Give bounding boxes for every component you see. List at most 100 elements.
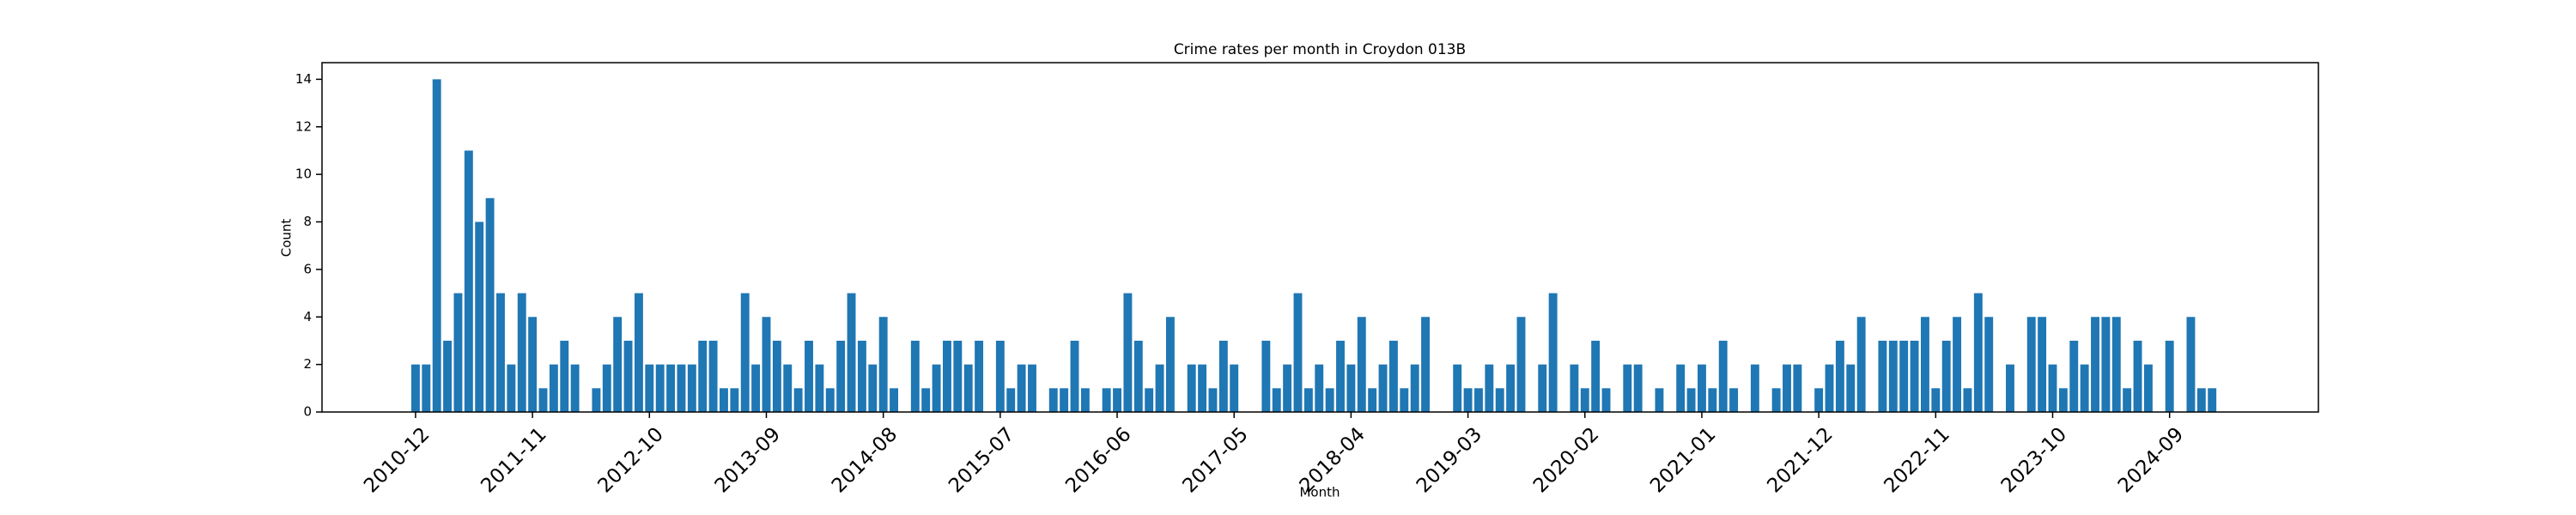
- bar: [1697, 364, 1706, 412]
- bar: [1080, 388, 1090, 412]
- bar: [528, 317, 538, 412]
- bar: [1495, 388, 1504, 412]
- bar: [1686, 388, 1696, 412]
- bar: [560, 340, 569, 412]
- bar: [1591, 340, 1601, 412]
- x-axis-label: Month: [1299, 485, 1340, 500]
- bar: [1718, 340, 1728, 412]
- bar: [740, 293, 750, 412]
- bar: [995, 340, 1005, 412]
- bar: [2101, 317, 2111, 412]
- bar: [1368, 388, 1377, 412]
- bar: [1261, 340, 1271, 412]
- bar: [1028, 364, 1036, 412]
- x-tick-label: 2014-08: [828, 423, 902, 497]
- x-tick-label: 2011-11: [477, 423, 550, 497]
- bar: [1060, 388, 1069, 412]
- bar: [1283, 364, 1292, 412]
- bar: [783, 364, 793, 412]
- bar: [868, 364, 878, 412]
- bar: [1388, 340, 1398, 412]
- bar: [975, 340, 984, 412]
- bar: [1102, 388, 1111, 412]
- bar: [507, 364, 516, 412]
- bar: [2048, 364, 2057, 412]
- bar: [549, 364, 558, 412]
- bar: [1315, 364, 1324, 412]
- bar: [2006, 364, 2014, 412]
- bar: [1293, 293, 1303, 412]
- bar: [1771, 388, 1781, 412]
- bar: [1346, 364, 1356, 412]
- bar: [720, 388, 728, 412]
- bar: [453, 293, 463, 412]
- bar: [645, 364, 654, 412]
- bar: [1070, 340, 1079, 412]
- y-tick-label: 2: [303, 356, 312, 372]
- bar: [2186, 317, 2196, 412]
- bar: [1208, 388, 1218, 412]
- bar: [1984, 317, 1994, 412]
- x-tick-label: 2015-07: [945, 423, 1018, 497]
- bar: [592, 388, 601, 412]
- bar: [1506, 364, 1516, 412]
- bar: [2038, 317, 2047, 412]
- bar: [1133, 340, 1143, 412]
- bar: [921, 388, 931, 412]
- bar: [1846, 364, 1856, 412]
- bar: [687, 364, 696, 412]
- x-tick-label: 2023-10: [1997, 423, 2071, 497]
- bar: [602, 364, 611, 412]
- x-tick-label: 2017-05: [1178, 423, 1252, 497]
- bar: [2069, 340, 2079, 412]
- bar: [2165, 340, 2174, 412]
- bar: [1633, 364, 1643, 412]
- bar: [815, 364, 824, 412]
- bar: [1230, 364, 1239, 412]
- bar: [1623, 364, 1632, 412]
- bar: [1453, 364, 1462, 412]
- x-tick-label: 2020-02: [1529, 423, 1603, 497]
- bar: [1570, 364, 1579, 412]
- bar: [1048, 388, 1058, 412]
- bar: [1165, 317, 1175, 412]
- bar: [666, 364, 676, 412]
- bar: [1963, 388, 1972, 412]
- x-tick-label: 2019-03: [1413, 423, 1486, 497]
- bar: [1548, 293, 1558, 412]
- bar: [623, 340, 633, 412]
- bar: [2133, 340, 2142, 412]
- bar: [517, 293, 526, 412]
- bar: [1878, 340, 1887, 412]
- x-tick-label: 2016-06: [1061, 423, 1135, 497]
- bar: [1538, 364, 1547, 412]
- bar: [751, 364, 761, 412]
- bar: [943, 340, 951, 412]
- bar: [1835, 340, 1844, 412]
- bar: [2080, 364, 2089, 412]
- bar: [963, 364, 973, 412]
- bar: [1113, 388, 1121, 412]
- bar: [422, 364, 431, 412]
- bar: [1899, 340, 1909, 412]
- bar: [730, 388, 739, 412]
- bar: [1941, 340, 1951, 412]
- bar: [1676, 364, 1686, 412]
- y-tick-label: 6: [303, 261, 312, 276]
- bar: [1953, 317, 1962, 412]
- bar: [2058, 388, 2068, 412]
- bar: [1218, 340, 1228, 412]
- bar: [772, 340, 781, 412]
- x-tick-label: 2021-12: [1763, 423, 1837, 497]
- bar: [2208, 388, 2217, 412]
- bar: [698, 340, 708, 412]
- bar: [825, 388, 835, 412]
- bar: [410, 364, 420, 412]
- bar: [496, 293, 505, 412]
- y-tick-label: 8: [303, 214, 312, 229]
- bar: [1601, 388, 1611, 412]
- bar: [432, 79, 441, 412]
- bar: [1708, 388, 1717, 412]
- bar: [1750, 364, 1759, 412]
